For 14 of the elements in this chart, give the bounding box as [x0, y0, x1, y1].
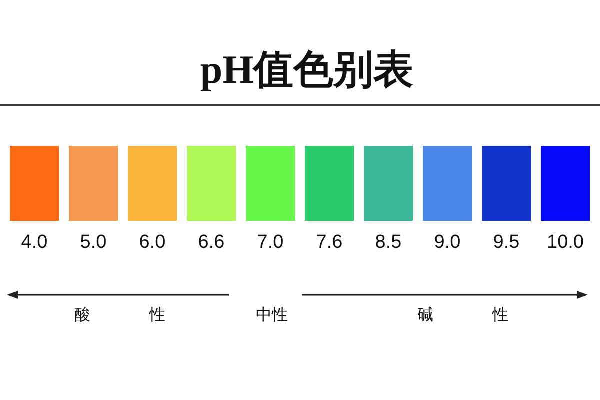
data-label: 7.0: [257, 232, 284, 253]
data-label: 6.6: [198, 232, 225, 253]
text: 碱 性: [417, 305, 509, 324]
data-label: 8.5: [375, 232, 402, 253]
data-label: 10.0: [547, 232, 584, 253]
data-label: 5.0: [80, 232, 107, 253]
text: 中性: [256, 305, 288, 324]
data-label: 4.0: [21, 232, 48, 253]
data-label: 6.0: [139, 232, 166, 253]
text: pH值色别表: [200, 47, 414, 92]
text: 酸 性: [74, 305, 166, 324]
data-label: 9.0: [434, 232, 461, 253]
data-label: 9.5: [493, 232, 520, 253]
data-label: 7.6: [316, 232, 343, 253]
